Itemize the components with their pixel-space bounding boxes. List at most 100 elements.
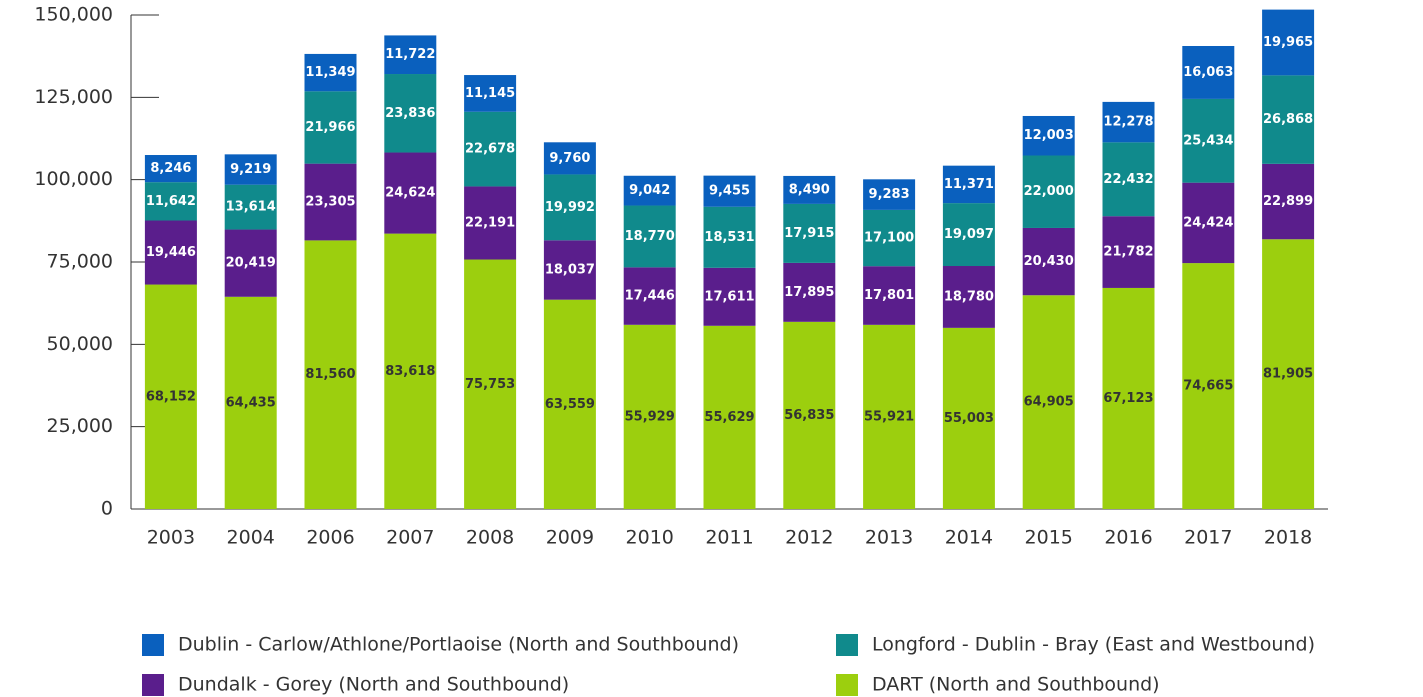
value-label: 8,246 [150, 161, 191, 176]
value-label: 20,419 [226, 256, 276, 271]
bar-segment [783, 262, 836, 322]
value-label: 9,283 [869, 187, 910, 202]
legend-label: Dundalk - Gorey (North and Southbound) [178, 674, 569, 696]
bar-segment [1022, 227, 1075, 296]
legend-swatch [142, 634, 164, 656]
value-label: 9,219 [230, 162, 271, 177]
bar-segment [703, 267, 756, 326]
bar-segment [783, 203, 836, 263]
bar-segment [144, 155, 197, 183]
legend-label: DART (North and Southbound) [872, 674, 1160, 696]
y-tick-label: 150,000 [34, 4, 113, 26]
value-label: 75,753 [465, 377, 515, 392]
bar-segment [623, 205, 676, 268]
value-label: 13,614 [226, 200, 276, 215]
value-label: 22,000 [1024, 184, 1074, 199]
bar-segment [304, 53, 357, 92]
value-label: 18,770 [625, 229, 675, 244]
value-label: 17,446 [625, 289, 675, 304]
y-tick-label: 50,000 [47, 333, 113, 355]
bar-segment [543, 240, 596, 300]
value-label: 18,037 [545, 262, 595, 277]
x-tick-label: 2013 [865, 527, 913, 549]
bar-segment [304, 240, 357, 509]
bar-segment [224, 154, 277, 185]
x-tick-label: 2009 [546, 527, 594, 549]
value-label: 74,665 [1183, 379, 1233, 394]
value-label: 21,782 [1103, 245, 1153, 260]
value-label: 81,560 [305, 367, 355, 382]
bar-segment [623, 175, 676, 206]
value-label: 17,915 [784, 226, 834, 241]
x-tick-label: 2010 [626, 527, 674, 549]
bar-segment [1182, 98, 1235, 183]
bar-segment [703, 175, 756, 207]
value-label: 17,611 [704, 289, 754, 304]
value-label: 24,624 [385, 186, 435, 201]
y-tick-label: 100,000 [34, 168, 113, 190]
bar-segment [863, 266, 916, 325]
bar-segment [1182, 182, 1235, 264]
bar-segment [304, 163, 357, 241]
value-label: 22,432 [1103, 172, 1153, 187]
bar-segment [863, 209, 916, 267]
value-label: 23,305 [305, 195, 355, 210]
bar-segment [623, 324, 676, 509]
value-label: 22,899 [1263, 194, 1313, 209]
bar-segment [384, 74, 437, 153]
bar-segment [304, 91, 357, 164]
y-tick-label: 75,000 [47, 251, 113, 273]
value-label: 11,642 [146, 194, 196, 209]
x-tick-label: 2011 [705, 527, 753, 549]
value-label: 11,371 [944, 177, 994, 192]
bar-segment [224, 229, 277, 297]
value-label: 26,868 [1263, 112, 1313, 127]
value-label: 11,722 [385, 47, 435, 62]
value-label: 83,618 [385, 364, 435, 379]
x-tick-label: 2016 [1104, 527, 1152, 549]
value-label: 12,003 [1024, 128, 1074, 143]
value-label: 8,490 [789, 182, 830, 197]
x-tick-label: 2018 [1264, 527, 1312, 549]
bar-segment [224, 296, 277, 509]
value-label: 17,100 [864, 231, 914, 246]
y-tick-label: 125,000 [34, 86, 113, 108]
value-label: 16,063 [1183, 65, 1233, 80]
bar-segment [464, 111, 517, 187]
x-tick-label: 2012 [785, 527, 833, 549]
bar-segment [703, 206, 756, 268]
value-label: 55,929 [625, 409, 675, 424]
value-label: 18,780 [944, 289, 994, 304]
bar-segment [144, 182, 197, 221]
bar-segment [863, 179, 916, 210]
x-tick-label: 2017 [1184, 527, 1232, 549]
x-tick-label: 2008 [466, 527, 514, 549]
bar-segment [464, 186, 517, 260]
value-label: 22,678 [465, 142, 515, 157]
legend-swatch [836, 674, 858, 696]
bar-segment [543, 299, 596, 509]
value-label: 9,760 [549, 151, 590, 166]
x-tick-label: 2007 [386, 527, 434, 549]
legend-swatch [836, 634, 858, 656]
bar-segment [1262, 75, 1315, 164]
legend-label: Dublin - Carlow/Athlone/Portlaoise (Nort… [178, 634, 739, 656]
value-label: 18,531 [704, 230, 754, 245]
bar-segment [1022, 115, 1075, 156]
x-tick-label: 2015 [1025, 527, 1073, 549]
value-label: 55,003 [944, 411, 994, 426]
bar-segment [1102, 287, 1155, 509]
value-label: 67,123 [1103, 391, 1153, 406]
y-tick-label: 0 [101, 498, 113, 520]
value-label: 64,435 [226, 395, 276, 410]
bar-segment [1022, 295, 1075, 509]
x-tick-label: 2004 [227, 527, 275, 549]
value-label: 9,042 [629, 183, 670, 198]
value-label: 19,097 [944, 227, 994, 242]
value-label: 21,966 [305, 120, 355, 135]
bar-segment [1262, 9, 1315, 76]
bar-segment [1102, 216, 1155, 288]
value-label: 81,905 [1263, 367, 1313, 382]
bar-segment [1022, 155, 1075, 228]
